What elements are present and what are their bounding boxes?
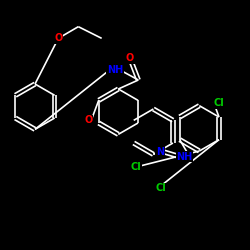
Text: O: O — [54, 33, 62, 43]
Text: NH: NH — [107, 65, 123, 75]
Text: Cl: Cl — [131, 162, 142, 172]
Text: N: N — [156, 147, 164, 157]
Text: Cl: Cl — [213, 98, 224, 108]
Text: Cl: Cl — [156, 183, 167, 193]
Text: O: O — [84, 115, 92, 125]
Text: O: O — [126, 53, 134, 63]
Text: NH: NH — [176, 152, 193, 162]
